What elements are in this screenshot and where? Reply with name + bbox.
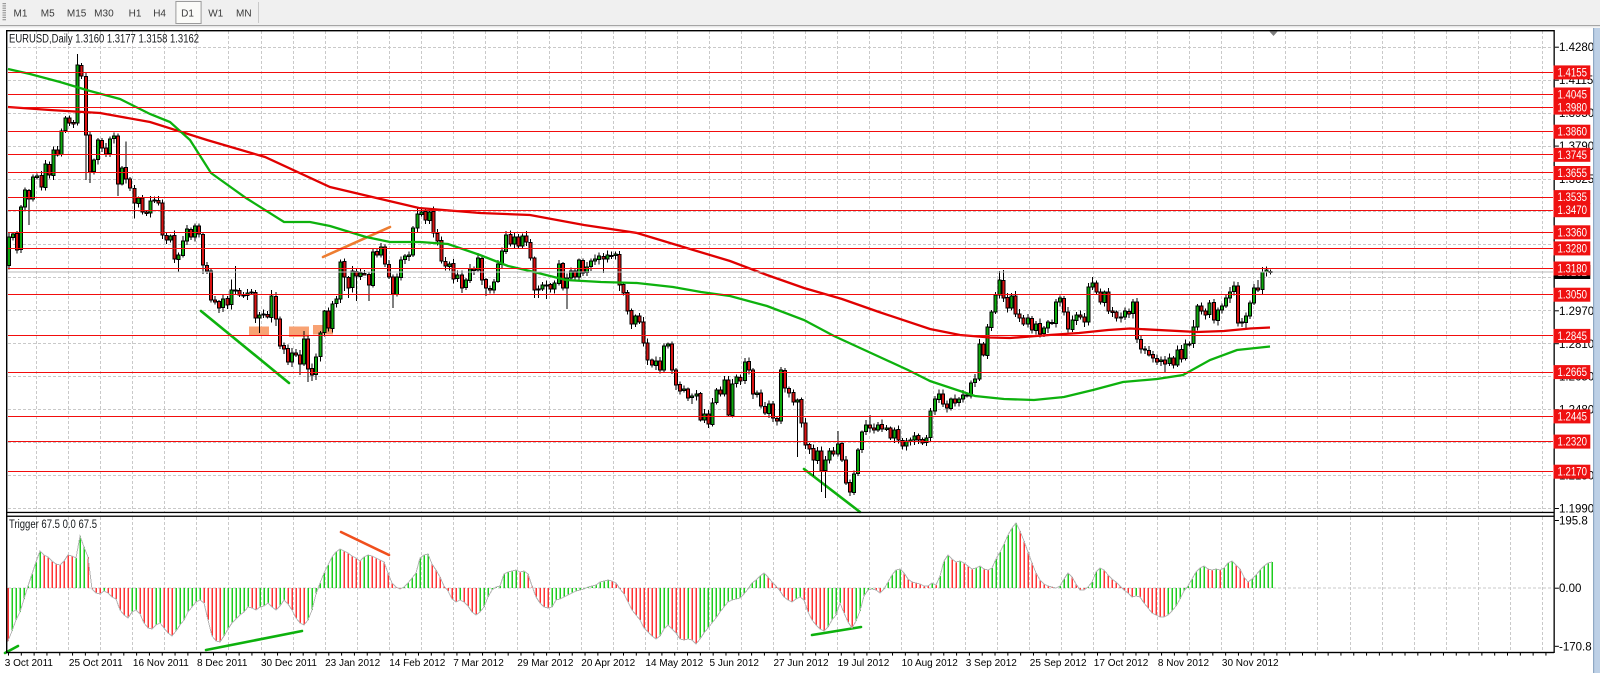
svg-text:M5: M5 <box>41 9 55 20</box>
svg-text:1.3860: 1.3860 <box>1558 127 1588 139</box>
svg-text:25 Sep 2012: 25 Sep 2012 <box>1030 658 1087 669</box>
svg-text:Trigger 67.5 0.0 67.5: Trigger 67.5 0.0 67.5 <box>9 519 97 531</box>
svg-text:17 Oct 2012: 17 Oct 2012 <box>1094 658 1149 669</box>
svg-text:1.3655: 1.3655 <box>1558 168 1588 180</box>
svg-text:29 Mar 2012: 29 Mar 2012 <box>517 658 574 669</box>
svg-text:1.3180: 1.3180 <box>1558 264 1588 276</box>
svg-text:1.2845: 1.2845 <box>1558 331 1588 343</box>
svg-text:1.1990: 1.1990 <box>1559 504 1594 516</box>
svg-text:23 Jan 2012: 23 Jan 2012 <box>325 658 380 669</box>
svg-text:H1: H1 <box>129 9 142 20</box>
svg-text:8 Dec 2011: 8 Dec 2011 <box>197 658 248 669</box>
svg-text:5 Jun 2012: 5 Jun 2012 <box>710 658 760 669</box>
svg-text:1.4045: 1.4045 <box>1558 90 1588 102</box>
svg-text:8 Nov 2012: 8 Nov 2012 <box>1158 658 1210 669</box>
svg-text:14 May 2012: 14 May 2012 <box>645 658 703 669</box>
svg-text:30 Dec 2011: 30 Dec 2011 <box>261 658 317 669</box>
svg-text:1.3470: 1.3470 <box>1558 205 1588 217</box>
svg-text:1.3280: 1.3280 <box>1558 243 1588 255</box>
svg-text:1.3980: 1.3980 <box>1558 103 1588 115</box>
svg-text:M1: M1 <box>14 9 28 20</box>
svg-text:1.2170: 1.2170 <box>1558 467 1588 479</box>
svg-text:W1: W1 <box>208 9 223 20</box>
svg-text:1.2665: 1.2665 <box>1558 367 1588 379</box>
svg-text:1.3745: 1.3745 <box>1558 150 1588 162</box>
svg-text:30 Nov 2012: 30 Nov 2012 <box>1222 658 1279 669</box>
svg-text:25 Oct 2011: 25 Oct 2011 <box>69 658 123 669</box>
svg-text:1.2445: 1.2445 <box>1558 411 1588 423</box>
svg-text:1.4155: 1.4155 <box>1558 67 1588 79</box>
svg-text:M15: M15 <box>67 9 87 20</box>
svg-text:1.3050: 1.3050 <box>1558 290 1588 302</box>
svg-text:1.4280: 1.4280 <box>1559 42 1594 54</box>
svg-text:19 Jul 2012: 19 Jul 2012 <box>838 658 890 669</box>
svg-text:1.2970: 1.2970 <box>1559 306 1594 318</box>
svg-text:EURUSD,Daily 1.3160 1.3177 1.: EURUSD,Daily 1.3160 1.3177 1.3158 1.3162 <box>9 33 199 45</box>
svg-text:27 Jun 2012: 27 Jun 2012 <box>774 658 829 669</box>
svg-text:3 Sep 2012: 3 Sep 2012 <box>966 658 1018 669</box>
svg-text:-170.8: -170.8 <box>1559 641 1592 653</box>
svg-text:D1: D1 <box>181 9 194 20</box>
svg-text:1.3535: 1.3535 <box>1558 192 1588 204</box>
svg-text:MN: MN <box>236 9 252 20</box>
svg-text:H4: H4 <box>153 9 166 20</box>
svg-text:14 Feb 2012: 14 Feb 2012 <box>389 658 446 669</box>
svg-text:7 Mar 2012: 7 Mar 2012 <box>453 658 504 669</box>
svg-text:1.2320: 1.2320 <box>1558 437 1588 449</box>
svg-text:10 Aug 2012: 10 Aug 2012 <box>902 658 959 669</box>
svg-text:0.00: 0.00 <box>1559 583 1581 595</box>
svg-text:195.8: 195.8 <box>1559 516 1588 528</box>
svg-text:M30: M30 <box>94 9 114 20</box>
svg-text:3 Oct 2011: 3 Oct 2011 <box>5 658 54 669</box>
svg-text:20 Apr 2012: 20 Apr 2012 <box>581 658 635 669</box>
svg-text:1.3360: 1.3360 <box>1558 227 1588 239</box>
svg-text:16 Nov 2011: 16 Nov 2011 <box>133 658 189 669</box>
